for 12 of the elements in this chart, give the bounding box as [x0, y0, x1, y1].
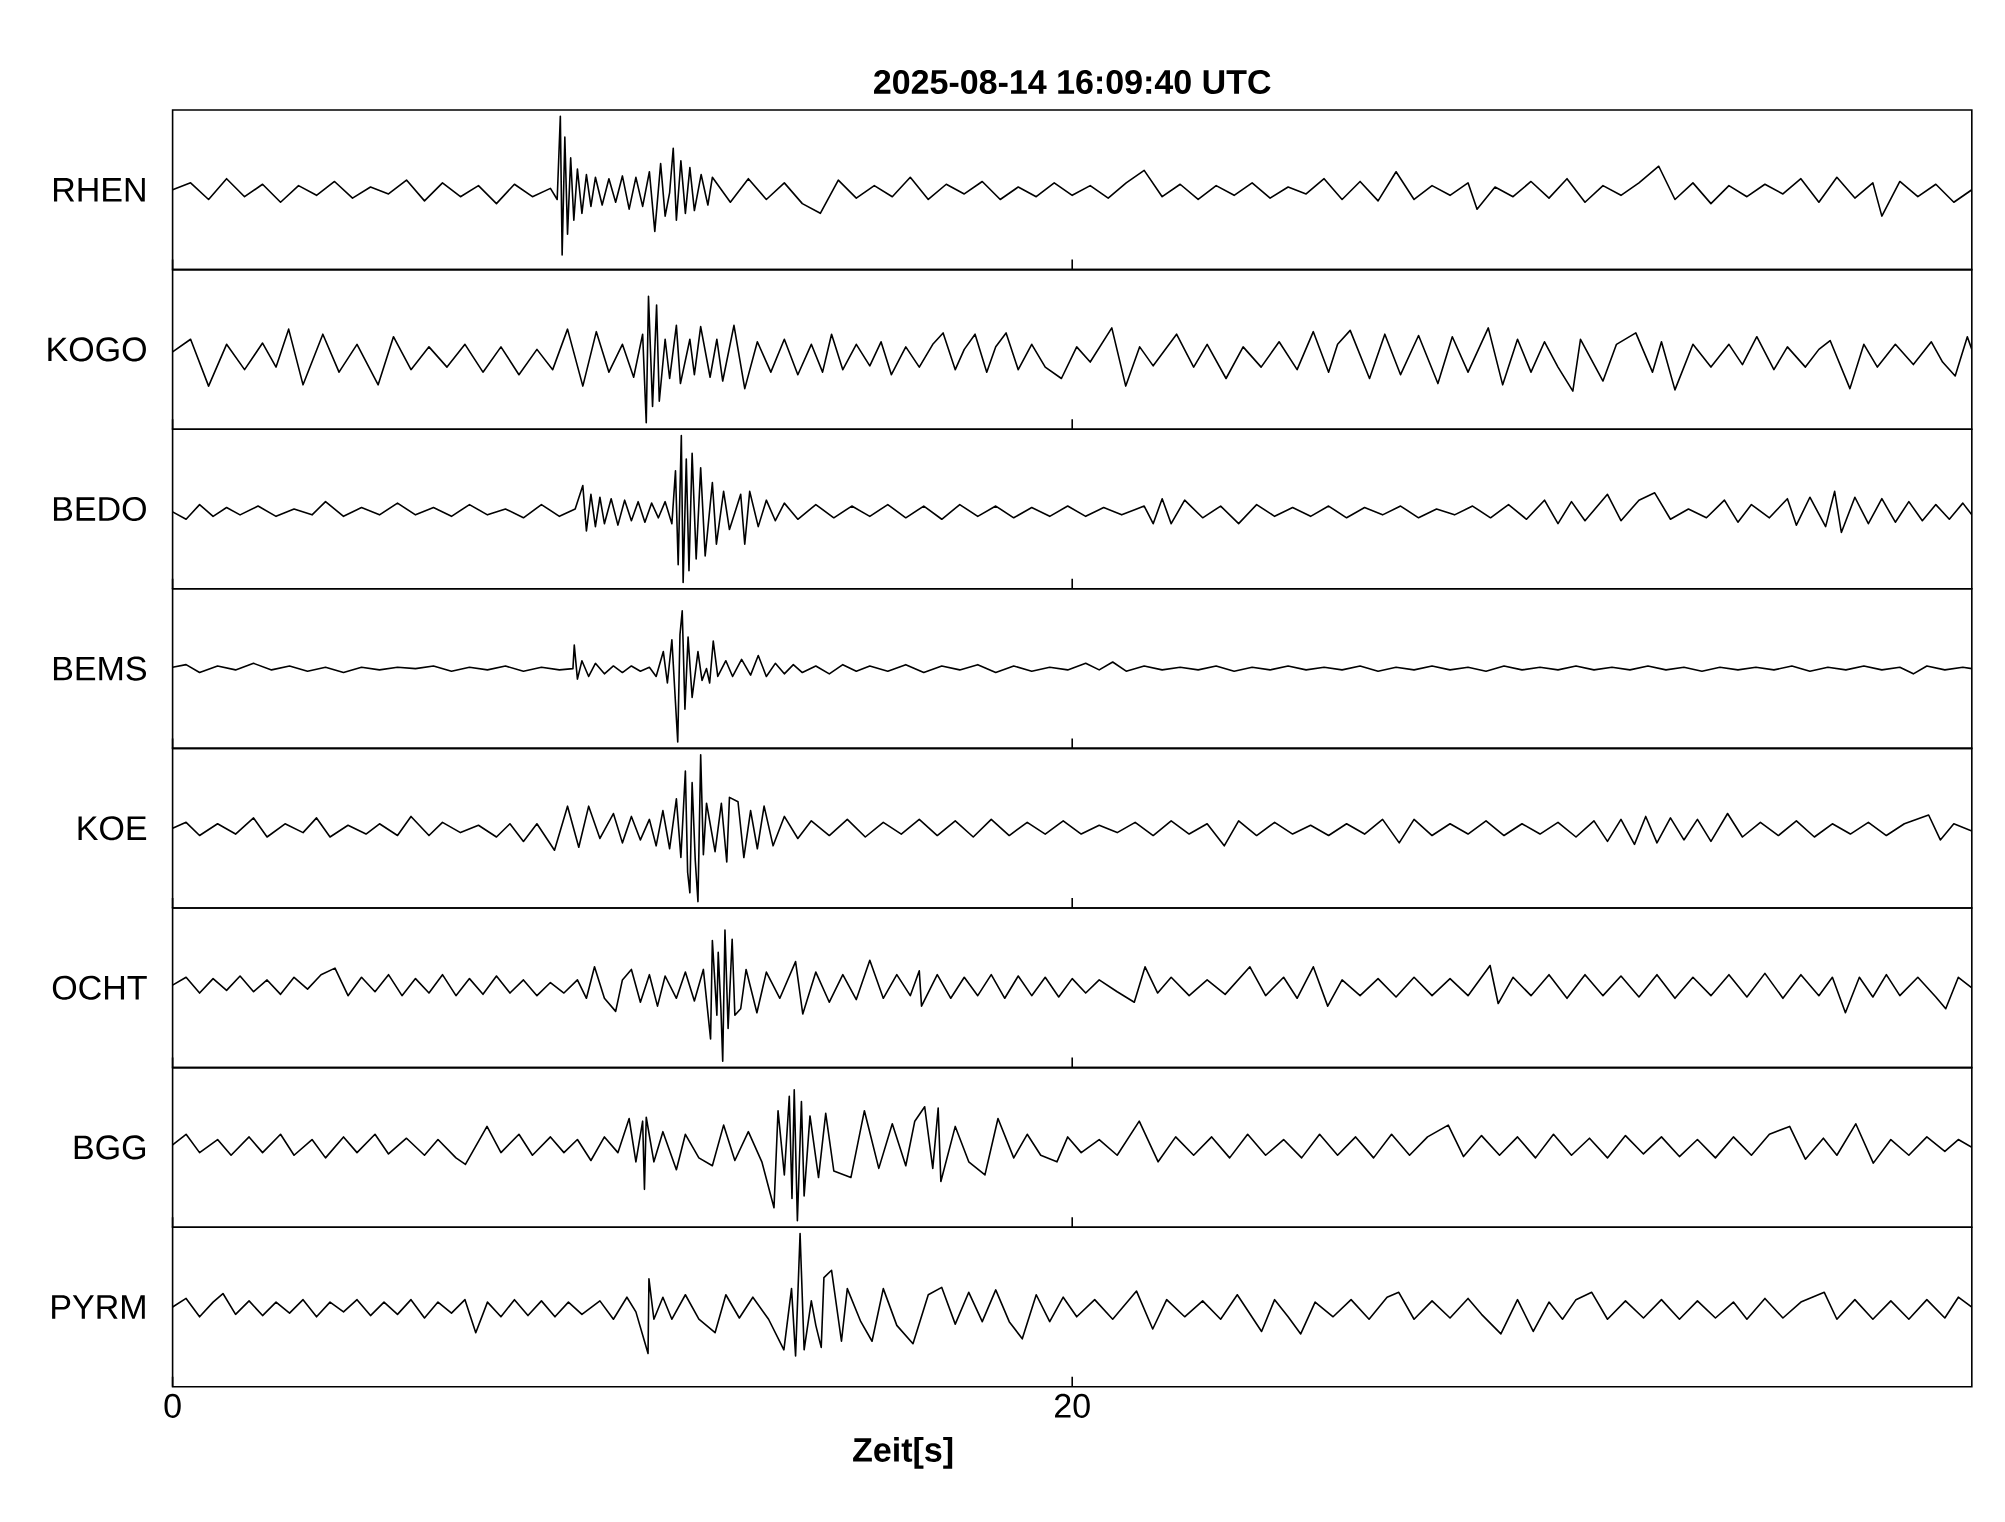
y-axis-title: KOE	[78, 816, 147, 841]
chart-title: 2025-08-14 16:09:40 UTC	[874, 69, 1271, 95]
y-axis-title: PYRM	[52, 1295, 145, 1319]
y-axis-title: BGG	[74, 1135, 146, 1160]
y-axis-title: RHEN	[54, 178, 145, 202]
x-tick-label: 0	[164, 1393, 181, 1418]
y-axis-title: KOGO	[48, 337, 146, 362]
x-axis-title: Zeit[s]	[853, 1436, 953, 1469]
y-axis-title: BEDO	[53, 496, 146, 522]
y-axis-title: OCHT	[52, 975, 147, 1000]
x-tick-label: 20	[1055, 1393, 1090, 1418]
y-axis-title: BEMS	[53, 656, 147, 681]
